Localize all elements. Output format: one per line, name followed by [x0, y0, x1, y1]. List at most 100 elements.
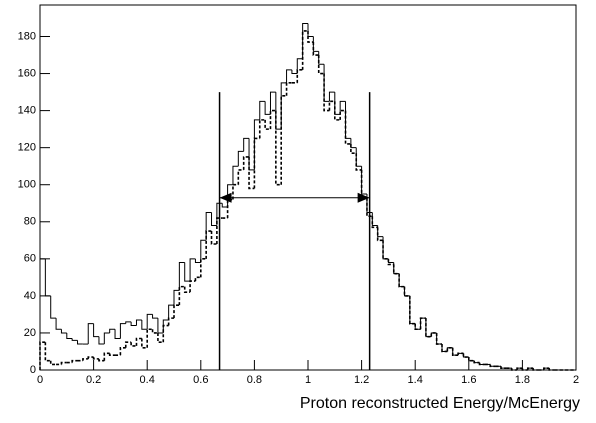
histogram-bin	[162, 324, 169, 343]
histogram-bin	[355, 147, 362, 167]
histogram-bin	[409, 295, 416, 325]
y-tick-label: 40	[24, 290, 36, 302]
histogram-bin	[350, 143, 357, 155]
histogram-bin	[189, 258, 196, 282]
histogram-bin	[425, 318, 432, 338]
histogram-bin	[516, 367, 523, 370]
histogram-bin	[344, 110, 351, 145]
histogram-bin	[387, 258, 394, 264]
histogram-bin	[296, 58, 303, 74]
histogram-bin	[60, 361, 67, 365]
histogram-bin	[393, 262, 400, 275]
histogram-bin	[210, 231, 217, 245]
histogram-bin	[457, 352, 464, 356]
histogram-bin	[425, 318, 432, 338]
histogram-bin	[253, 137, 260, 189]
x-tick-label: 1.6	[461, 374, 476, 386]
histogram-bin	[211, 212, 217, 226]
y-tick-label: 60	[24, 253, 36, 265]
histogram-bin	[205, 230, 212, 259]
histogram-bin	[189, 280, 196, 293]
histogram-bin	[345, 101, 351, 139]
histogram-bin	[382, 236, 389, 260]
histogram-bin	[302, 23, 308, 59]
x-tick-label: 1.2	[354, 374, 369, 386]
histogram-bin	[259, 100, 266, 120]
histogram-bin	[242, 156, 250, 170]
histogram-bin	[109, 328, 116, 333]
histogram-bin	[269, 91, 276, 115]
histogram-bin	[296, 69, 303, 83]
histogram-bin	[510, 368, 518, 371]
histogram-bin	[130, 321, 137, 327]
histogram-bin	[87, 356, 94, 359]
histogram-bin	[403, 286, 410, 297]
histogram-bin	[232, 165, 239, 185]
x-tick-label: 1.4	[408, 374, 423, 386]
histogram-bin	[473, 360, 480, 364]
histogram-bin	[103, 352, 110, 361]
histogram-bin	[184, 262, 191, 282]
histogram-bin	[398, 273, 405, 288]
histogram-bin	[355, 153, 362, 171]
histogram-bin	[162, 319, 169, 333]
histogram-bin	[44, 258, 51, 297]
histogram-bin	[334, 101, 341, 121]
histogram-bin	[226, 198, 233, 219]
histogram-bin	[334, 92, 341, 115]
histogram-bin	[200, 239, 207, 263]
histogram-bin	[403, 286, 410, 297]
histogram-bin	[264, 101, 271, 115]
histogram-bin	[446, 346, 453, 352]
histogram-bin	[377, 225, 384, 238]
histogram-bin	[328, 100, 335, 111]
histogram-bin	[71, 359, 78, 363]
histogram-bin	[307, 23, 314, 37]
histogram-bin	[98, 336, 105, 345]
y-tick-label: 160	[18, 67, 36, 79]
histogram-bin	[135, 319, 142, 326]
histogram-bin	[237, 150, 244, 167]
histogram-bin	[307, 30, 314, 43]
histogram-bin	[392, 264, 400, 275]
histogram-bin	[216, 217, 223, 245]
y-tick-label: 120	[18, 142, 36, 154]
histogram-bin	[92, 357, 99, 360]
histogram-bin	[194, 276, 201, 282]
histogram-bin	[178, 285, 185, 306]
histogram-bin	[248, 156, 255, 190]
histogram-bin	[339, 109, 346, 120]
histogram-bin	[205, 212, 212, 241]
histogram-bin	[532, 368, 539, 371]
x-tick-label: 0.6	[193, 374, 208, 386]
y-tick-label: 20	[24, 327, 36, 339]
histogram-bin	[543, 367, 550, 370]
histogram-bin	[291, 69, 298, 75]
histogram-bin	[301, 30, 308, 70]
histogram-bin	[178, 262, 185, 291]
histogram-bin	[124, 341, 132, 348]
histogram-bin	[312, 36, 319, 52]
histogram-bin	[93, 323, 99, 338]
histogram-bin	[82, 358, 89, 361]
histogram-bin	[441, 344, 448, 352]
histogram-bin	[371, 216, 378, 229]
histogram-bin	[318, 51, 325, 65]
histogram-bin	[108, 353, 116, 356]
histogram-bin	[371, 212, 378, 226]
histogram-bin	[157, 318, 164, 334]
histogram-bin	[451, 347, 459, 356]
histogram-bin	[500, 366, 507, 369]
histogram-bin	[151, 329, 158, 334]
arrow-head	[219, 192, 232, 203]
histogram-bin	[468, 357, 475, 362]
histogram-bin	[248, 138, 255, 171]
histogram-bin	[409, 295, 416, 325]
y-tick-label: 100	[18, 179, 36, 191]
histogram-bin	[87, 323, 94, 345]
histogram-bin	[317, 55, 325, 75]
histogram-bin	[269, 109, 276, 130]
histogram-bin	[452, 347, 459, 356]
histogram-bin	[98, 358, 105, 362]
